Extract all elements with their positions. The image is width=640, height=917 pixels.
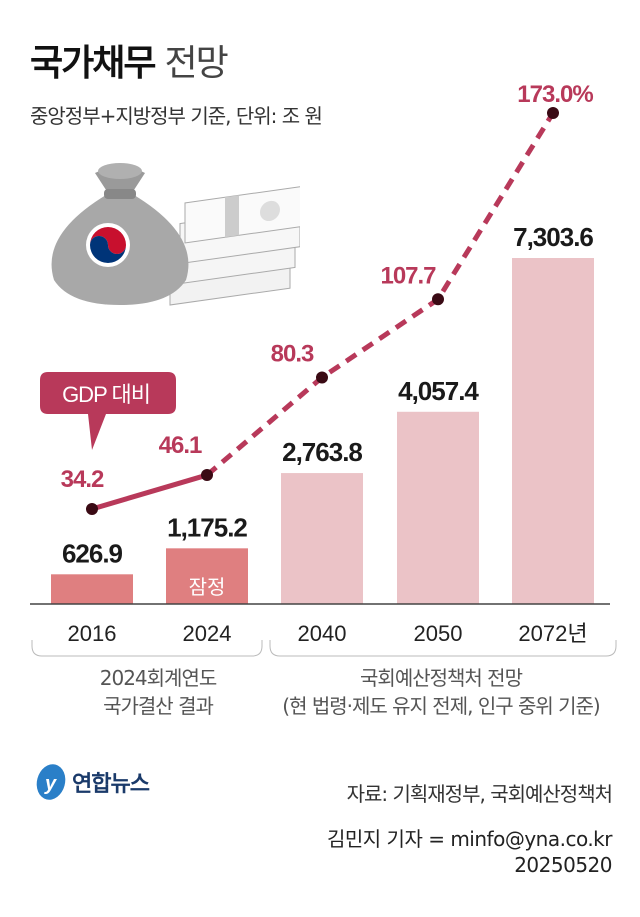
bar-value-label: 4,057.4 xyxy=(398,376,479,406)
gdp-ratio-label: 34.2 xyxy=(61,466,104,493)
bar-value-label: 1,175.2 xyxy=(167,512,247,542)
gdp-ratio-point xyxy=(201,469,213,482)
subtitle: 중앙정부+지방정부 기준, 단위: 조 원 xyxy=(30,104,323,128)
bar-value-label: 2,763.8 xyxy=(282,437,362,467)
gdp-ratio-label: 173.0% xyxy=(517,81,593,108)
yonhap-logo-icon: y xyxy=(36,764,66,800)
title-main: 국가채무 xyxy=(30,43,156,84)
group-label-projection: 국회예산정책처 전망 (현 법령·제도 유지 전제, 인구 중위 기준) xyxy=(246,664,636,720)
bar-2016 xyxy=(51,574,133,604)
provisional-label: 잠정 xyxy=(189,576,226,599)
reporter-text: 김민지 기자 = minfo@yna.co.kr xyxy=(327,827,613,851)
debt-chart: 626.9 1,175.2 2,763.8 4,057.4 7,303.6 잠정 2016 2… xyxy=(30,81,617,657)
taegeuk-emblem-icon xyxy=(86,223,130,267)
gdp-ratio-line-projected xyxy=(205,111,556,477)
credit: 김민지 기자 = minfo@yna.co.kr 20250520 xyxy=(327,826,613,878)
gdp-ratio-label: 46.1 xyxy=(159,432,202,459)
group-bracket-projection xyxy=(269,640,617,657)
bar-2072년 xyxy=(512,258,594,604)
bar-value-label: 626.9 xyxy=(62,538,123,568)
gdp-ratio-callout xyxy=(40,372,176,450)
money-bag-illustration xyxy=(51,163,300,306)
group-label-line2: 국가결산 결과 xyxy=(103,694,214,718)
x-tick-label: 2072년 xyxy=(518,621,587,646)
svg-text:y: y xyxy=(44,773,57,795)
title-suffix: 전망 xyxy=(164,43,228,84)
x-tick-label: 2024 xyxy=(183,621,232,646)
bar-2024 xyxy=(166,548,248,604)
gdp-ratio-label: 107.7 xyxy=(380,262,436,289)
x-tick-label: 2040 xyxy=(298,621,347,646)
page-title: 국가채무 전망 xyxy=(30,34,229,86)
group-label-actual: 2024회계연도 국가결산 결과 xyxy=(30,664,286,720)
callout-label: GDP 대비 xyxy=(62,382,150,407)
group-label-line1: 2024회계연도 xyxy=(99,666,218,690)
gdp-ratio-point xyxy=(86,503,98,515)
gdp-ratio-point xyxy=(432,293,444,306)
group-label-line1: 국회예산정책처 전망 xyxy=(360,666,523,690)
bar-value-label: 7,303.6 xyxy=(513,222,593,252)
money-bag-icon xyxy=(51,163,189,305)
group-label-line2: (현 법령·제도 유지 전제, 인구 중위 기준) xyxy=(282,694,600,718)
source-text: 자료: 기획재정부, 국회예산정책처 xyxy=(346,782,613,806)
x-tick-label: 2050 xyxy=(414,621,463,646)
bar-2050 xyxy=(397,411,479,604)
gdp-ratio-point xyxy=(316,371,328,384)
bar-2040 xyxy=(281,473,363,604)
gdp-ratio-point xyxy=(547,107,559,120)
logo-text: 연합뉴스 xyxy=(72,772,150,797)
yonhap-logo: y 연합뉴스 xyxy=(34,762,150,802)
gdp-ratio-label: 80.3 xyxy=(271,340,314,367)
x-tick-label: 2016 xyxy=(68,621,117,646)
group-bracket-actual xyxy=(31,640,263,657)
banknotes-icon xyxy=(169,185,300,306)
gdp-ratio-line-actual xyxy=(91,472,208,512)
date-text: 20250520 xyxy=(514,853,612,877)
